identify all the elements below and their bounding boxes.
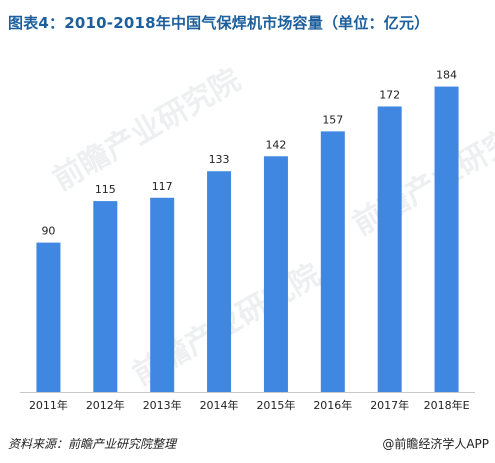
data-label: 184 bbox=[436, 69, 457, 82]
data-label: 172 bbox=[379, 88, 400, 101]
source-note: 资料来源：前瞻产业研究院整理 bbox=[8, 437, 177, 451]
x-tick-label: 2016年 bbox=[313, 398, 352, 412]
bar-2011年 bbox=[36, 242, 61, 392]
data-label: 117 bbox=[152, 180, 173, 193]
x-tick-label: 2011年 bbox=[29, 398, 68, 412]
data-label: 90 bbox=[41, 225, 55, 238]
credit-note: @前瞻经济学人APP bbox=[382, 437, 489, 451]
data-label: 133 bbox=[209, 153, 230, 166]
bar-2018年E bbox=[434, 86, 459, 392]
x-tick-label: 2012年 bbox=[86, 398, 125, 412]
x-tick-label: 2017年 bbox=[370, 398, 409, 412]
x-tick-label: 2018年E bbox=[424, 398, 470, 412]
data-label: 157 bbox=[322, 113, 343, 126]
x-tick-label: 2014年 bbox=[200, 398, 239, 412]
bar-2017年 bbox=[377, 106, 402, 392]
data-label: 142 bbox=[265, 138, 286, 151]
bar-2012年 bbox=[93, 201, 118, 392]
x-tick-label: 2015年 bbox=[256, 398, 295, 412]
bar-2016年 bbox=[320, 131, 345, 392]
data-label: 115 bbox=[95, 183, 116, 196]
bar-2013年 bbox=[150, 197, 175, 392]
bar-2014年 bbox=[207, 171, 232, 392]
chart-title: 图表4：2010-2018年中国气保焊机市场容量（单位：亿元） bbox=[8, 14, 430, 32]
bar-2015年 bbox=[263, 156, 288, 392]
x-tick-label: 2013年 bbox=[143, 398, 182, 412]
